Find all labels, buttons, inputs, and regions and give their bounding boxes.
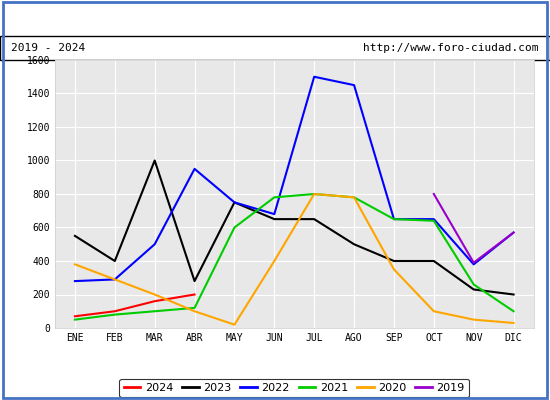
Text: 2019 - 2024: 2019 - 2024 (11, 43, 85, 53)
Text: http://www.foro-ciudad.com: http://www.foro-ciudad.com (364, 43, 539, 53)
Legend: 2024, 2023, 2022, 2021, 2020, 2019: 2024, 2023, 2022, 2021, 2020, 2019 (119, 378, 469, 398)
Text: Evolucion Nº Turistas Nacionales en el municipio de Languilla: Evolucion Nº Turistas Nacionales en el m… (20, 11, 530, 25)
